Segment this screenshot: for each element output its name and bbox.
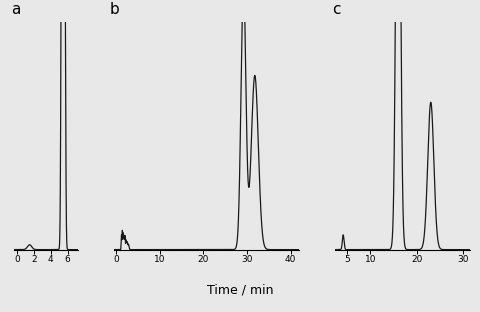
- Text: Time / min: Time / min: [207, 283, 273, 296]
- Text: b: b: [110, 2, 120, 17]
- Text: a: a: [11, 2, 21, 17]
- Text: c: c: [333, 2, 341, 17]
